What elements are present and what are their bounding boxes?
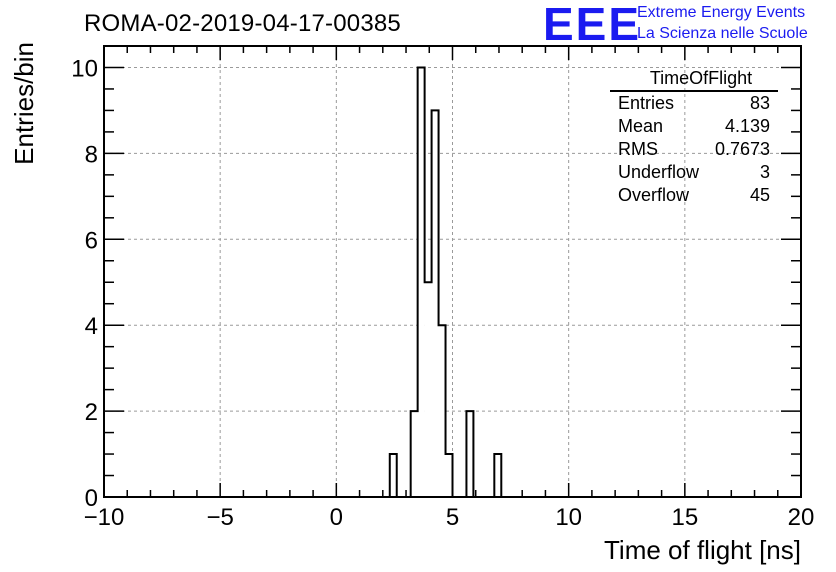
y-tick-label: 4 <box>85 313 98 340</box>
stats-row-overflow: Overflow 45 <box>610 184 778 207</box>
x-tick-label: 15 <box>671 504 698 531</box>
stats-value: 4.139 <box>724 116 770 136</box>
stats-label: Entries <box>618 93 675 113</box>
run-title: ROMA-02-2019-04-17-00385 <box>84 10 401 37</box>
x-tick-label: −5 <box>206 504 233 531</box>
eee-tagline-1: Extreme Energy Events <box>637 4 806 21</box>
histogram-bar <box>410 411 418 497</box>
stats-row-rms: RMS 0.7673 <box>610 138 778 161</box>
y-tick-label: 10 <box>71 55 98 82</box>
x-axis-label: Time of flight [ns] <box>604 535 801 565</box>
stats-value: 3 <box>759 162 770 182</box>
stats-box: TimeOfFlight Entries 83 Mean 4.139 RMS 0… <box>610 66 778 207</box>
y-tick-label: 6 <box>85 227 98 254</box>
grid <box>104 46 801 497</box>
eee-logo: EEE <box>543 0 642 50</box>
y-tick-label: 0 <box>85 485 98 512</box>
stats-row-underflow: Underflow 3 <box>610 161 778 184</box>
x-tick-label: 20 <box>788 504 815 531</box>
stats-label: Mean <box>618 116 664 136</box>
histogram-bar <box>445 454 453 497</box>
stats-value: 45 <box>749 185 770 205</box>
stats-label: Underflow <box>618 162 700 182</box>
histogram-bar <box>389 454 397 497</box>
histogram-bar <box>466 411 474 497</box>
y-axis-label: Entries/bin <box>9 42 39 165</box>
histogram-bar <box>494 454 502 497</box>
stats-label: RMS <box>618 139 658 159</box>
y-tick-label: 8 <box>85 141 98 168</box>
x-tick-labels: −10 −5 0 5 10 15 20 <box>84 504 815 531</box>
axis-ticks <box>103 46 802 498</box>
stats-value: 0.7673 <box>714 139 770 159</box>
histogram-step-line <box>388 66 503 497</box>
stats-row-mean: Mean 4.139 <box>610 115 778 138</box>
x-tick-label: 0 <box>330 504 343 531</box>
histogram-bar <box>417 67 425 497</box>
x-tick-label: −10 <box>84 504 125 531</box>
eee-tagline-2: La Scienza nelle Scuole <box>637 25 808 42</box>
stats-box-title: TimeOfFlight <box>610 66 778 92</box>
histogram-bar <box>431 110 439 497</box>
histogram-bars <box>389 67 502 497</box>
stats-row-entries: Entries 83 <box>610 92 778 115</box>
x-tick-label: 5 <box>446 504 459 531</box>
stats-label: Overflow <box>618 185 690 205</box>
y-tick-label: 2 <box>85 399 98 426</box>
histogram-bar <box>424 282 432 497</box>
y-tick-labels: 0 2 4 6 8 10 <box>71 55 98 512</box>
stats-value: 83 <box>749 93 770 113</box>
minor-ticks <box>104 45 801 497</box>
histogram-bar <box>438 325 446 497</box>
x-tick-label: 10 <box>555 504 582 531</box>
